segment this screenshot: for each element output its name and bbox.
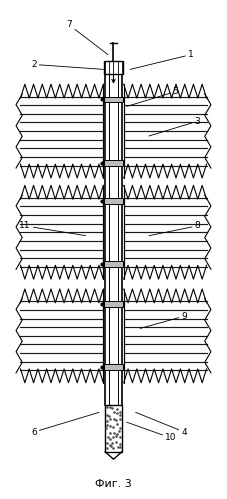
- Text: 5: 5: [127, 87, 178, 106]
- Bar: [105, 405, 122, 452]
- Text: 3: 3: [149, 117, 200, 136]
- Text: 10: 10: [127, 422, 177, 443]
- Bar: [104, 261, 123, 267]
- Bar: [104, 198, 123, 204]
- Bar: [104, 160, 123, 166]
- Polygon shape: [124, 185, 211, 279]
- Bar: [104, 60, 123, 74]
- Polygon shape: [16, 185, 103, 279]
- Text: 8: 8: [149, 222, 200, 236]
- Bar: [104, 301, 123, 307]
- Polygon shape: [124, 84, 211, 178]
- Text: Фиг. 3: Фиг. 3: [95, 479, 132, 489]
- Text: 4: 4: [136, 412, 187, 437]
- Text: 7: 7: [66, 20, 108, 54]
- Text: 9: 9: [140, 311, 187, 328]
- Text: 1: 1: [130, 50, 194, 69]
- Text: 11: 11: [19, 222, 86, 236]
- Text: 6: 6: [31, 412, 99, 437]
- Polygon shape: [16, 84, 103, 178]
- Text: 2: 2: [31, 60, 104, 69]
- Polygon shape: [124, 289, 211, 383]
- Bar: [104, 364, 123, 370]
- Polygon shape: [16, 289, 103, 383]
- Bar: [104, 96, 123, 102]
